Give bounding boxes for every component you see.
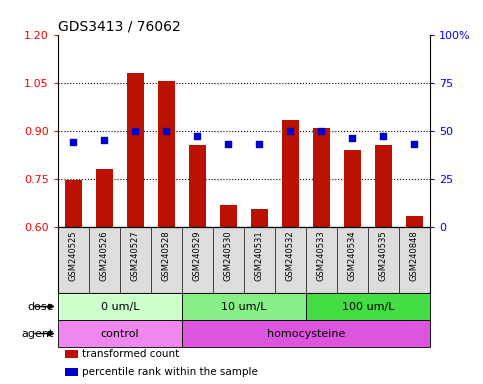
Bar	[127, 73, 144, 227]
Point	[380, 133, 387, 139]
Bar	[96, 169, 113, 227]
Bar	[158, 81, 175, 227]
Bar	[344, 150, 361, 227]
Point	[194, 133, 201, 139]
Text: GSM240530: GSM240530	[224, 230, 233, 281]
Text: dose: dose	[28, 301, 54, 311]
Bar	[306, 293, 430, 320]
Text: GSM240535: GSM240535	[379, 230, 388, 281]
Text: 10 um/L: 10 um/L	[221, 301, 267, 311]
Bar	[220, 205, 237, 227]
Text: GSM240529: GSM240529	[193, 230, 202, 281]
Bar	[375, 145, 392, 227]
Text: agent: agent	[22, 329, 54, 339]
Bar	[406, 216, 423, 227]
Text: GSM240532: GSM240532	[286, 230, 295, 281]
Point	[225, 141, 232, 147]
Point	[411, 141, 418, 147]
Bar	[182, 320, 430, 347]
Bar	[182, 293, 306, 320]
Text: GSM240528: GSM240528	[162, 230, 171, 281]
Bar	[65, 368, 78, 376]
Text: 0 um/L: 0 um/L	[100, 301, 139, 311]
Bar	[65, 350, 78, 358]
Point	[100, 137, 108, 143]
Bar	[189, 145, 206, 227]
Text: GSM240848: GSM240848	[410, 230, 419, 281]
Point	[256, 141, 263, 147]
Point	[70, 139, 77, 145]
Text: GSM240527: GSM240527	[131, 230, 140, 281]
Point	[131, 127, 139, 134]
Text: GSM240531: GSM240531	[255, 230, 264, 281]
Point	[163, 127, 170, 134]
Point	[286, 127, 294, 134]
Text: 100 um/L: 100 um/L	[341, 301, 394, 311]
Point	[349, 135, 356, 141]
Text: GSM240525: GSM240525	[69, 230, 78, 281]
Text: GDS3413 / 76062: GDS3413 / 76062	[58, 20, 181, 33]
Bar	[251, 209, 268, 227]
Text: GSM240533: GSM240533	[317, 230, 326, 281]
Text: control: control	[100, 329, 139, 339]
Bar	[282, 119, 299, 227]
Bar	[58, 320, 182, 347]
Bar	[65, 180, 82, 227]
Text: percentile rank within the sample: percentile rank within the sample	[82, 367, 258, 377]
Bar	[58, 293, 182, 320]
Text: GSM240534: GSM240534	[348, 230, 357, 281]
Bar	[313, 127, 330, 227]
Point	[317, 127, 325, 134]
Text: transformed count: transformed count	[82, 349, 179, 359]
Text: homocysteine: homocysteine	[267, 329, 345, 339]
Text: GSM240526: GSM240526	[100, 230, 109, 281]
